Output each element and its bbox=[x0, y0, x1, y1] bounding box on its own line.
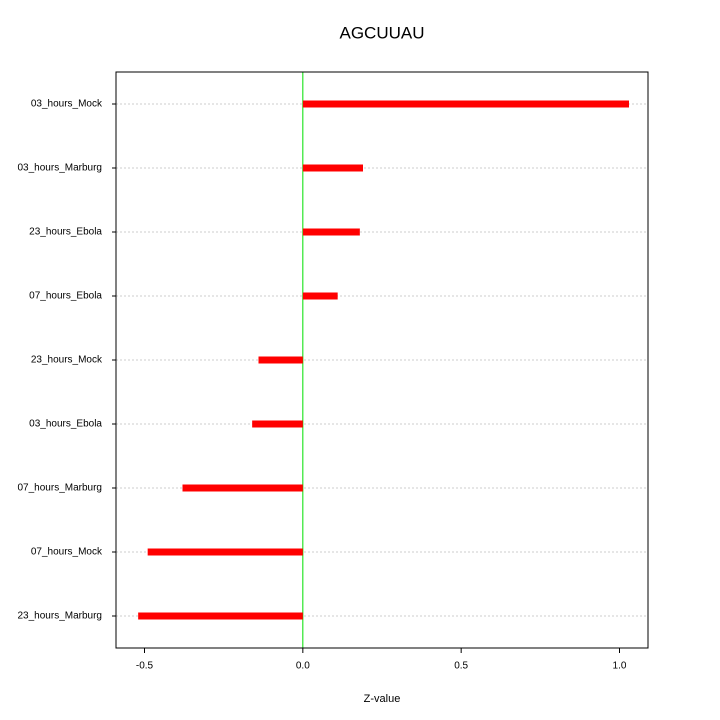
y-tick-label: 03_hours_Ebola bbox=[29, 419, 102, 430]
x-tick-label: 1.0 bbox=[613, 661, 627, 672]
x-tick-label: 0.0 bbox=[296, 661, 310, 672]
x-axis-label: Z-value bbox=[364, 693, 401, 705]
bar bbox=[302, 292, 338, 300]
chart-title: AGCUUAU bbox=[339, 23, 424, 42]
y-tick-label: 07_hours_Marburg bbox=[18, 483, 103, 494]
y-tick-label: 03_hours_Mock bbox=[31, 99, 103, 110]
bar bbox=[302, 100, 629, 108]
bar bbox=[252, 420, 303, 428]
y-tick-label: 07_hours_Mock bbox=[31, 547, 103, 558]
x-tick-label: 0.5 bbox=[454, 661, 468, 672]
plot-frame bbox=[115, 71, 649, 649]
bar bbox=[182, 484, 303, 492]
bar bbox=[302, 228, 360, 236]
bar bbox=[302, 164, 363, 172]
y-tick-label: 23_hours_Ebola bbox=[29, 227, 102, 238]
y-tick-label: 23_hours_Marburg bbox=[18, 611, 103, 622]
bar bbox=[147, 548, 303, 556]
y-tick-label: 23_hours_Mock bbox=[31, 355, 103, 366]
y-tick-label: 07_hours_Ebola bbox=[29, 291, 102, 302]
bar bbox=[258, 356, 303, 364]
y-tick-label: 03_hours_Marburg bbox=[18, 163, 103, 174]
bar bbox=[138, 612, 303, 620]
x-tick-label: -0.5 bbox=[136, 661, 154, 672]
